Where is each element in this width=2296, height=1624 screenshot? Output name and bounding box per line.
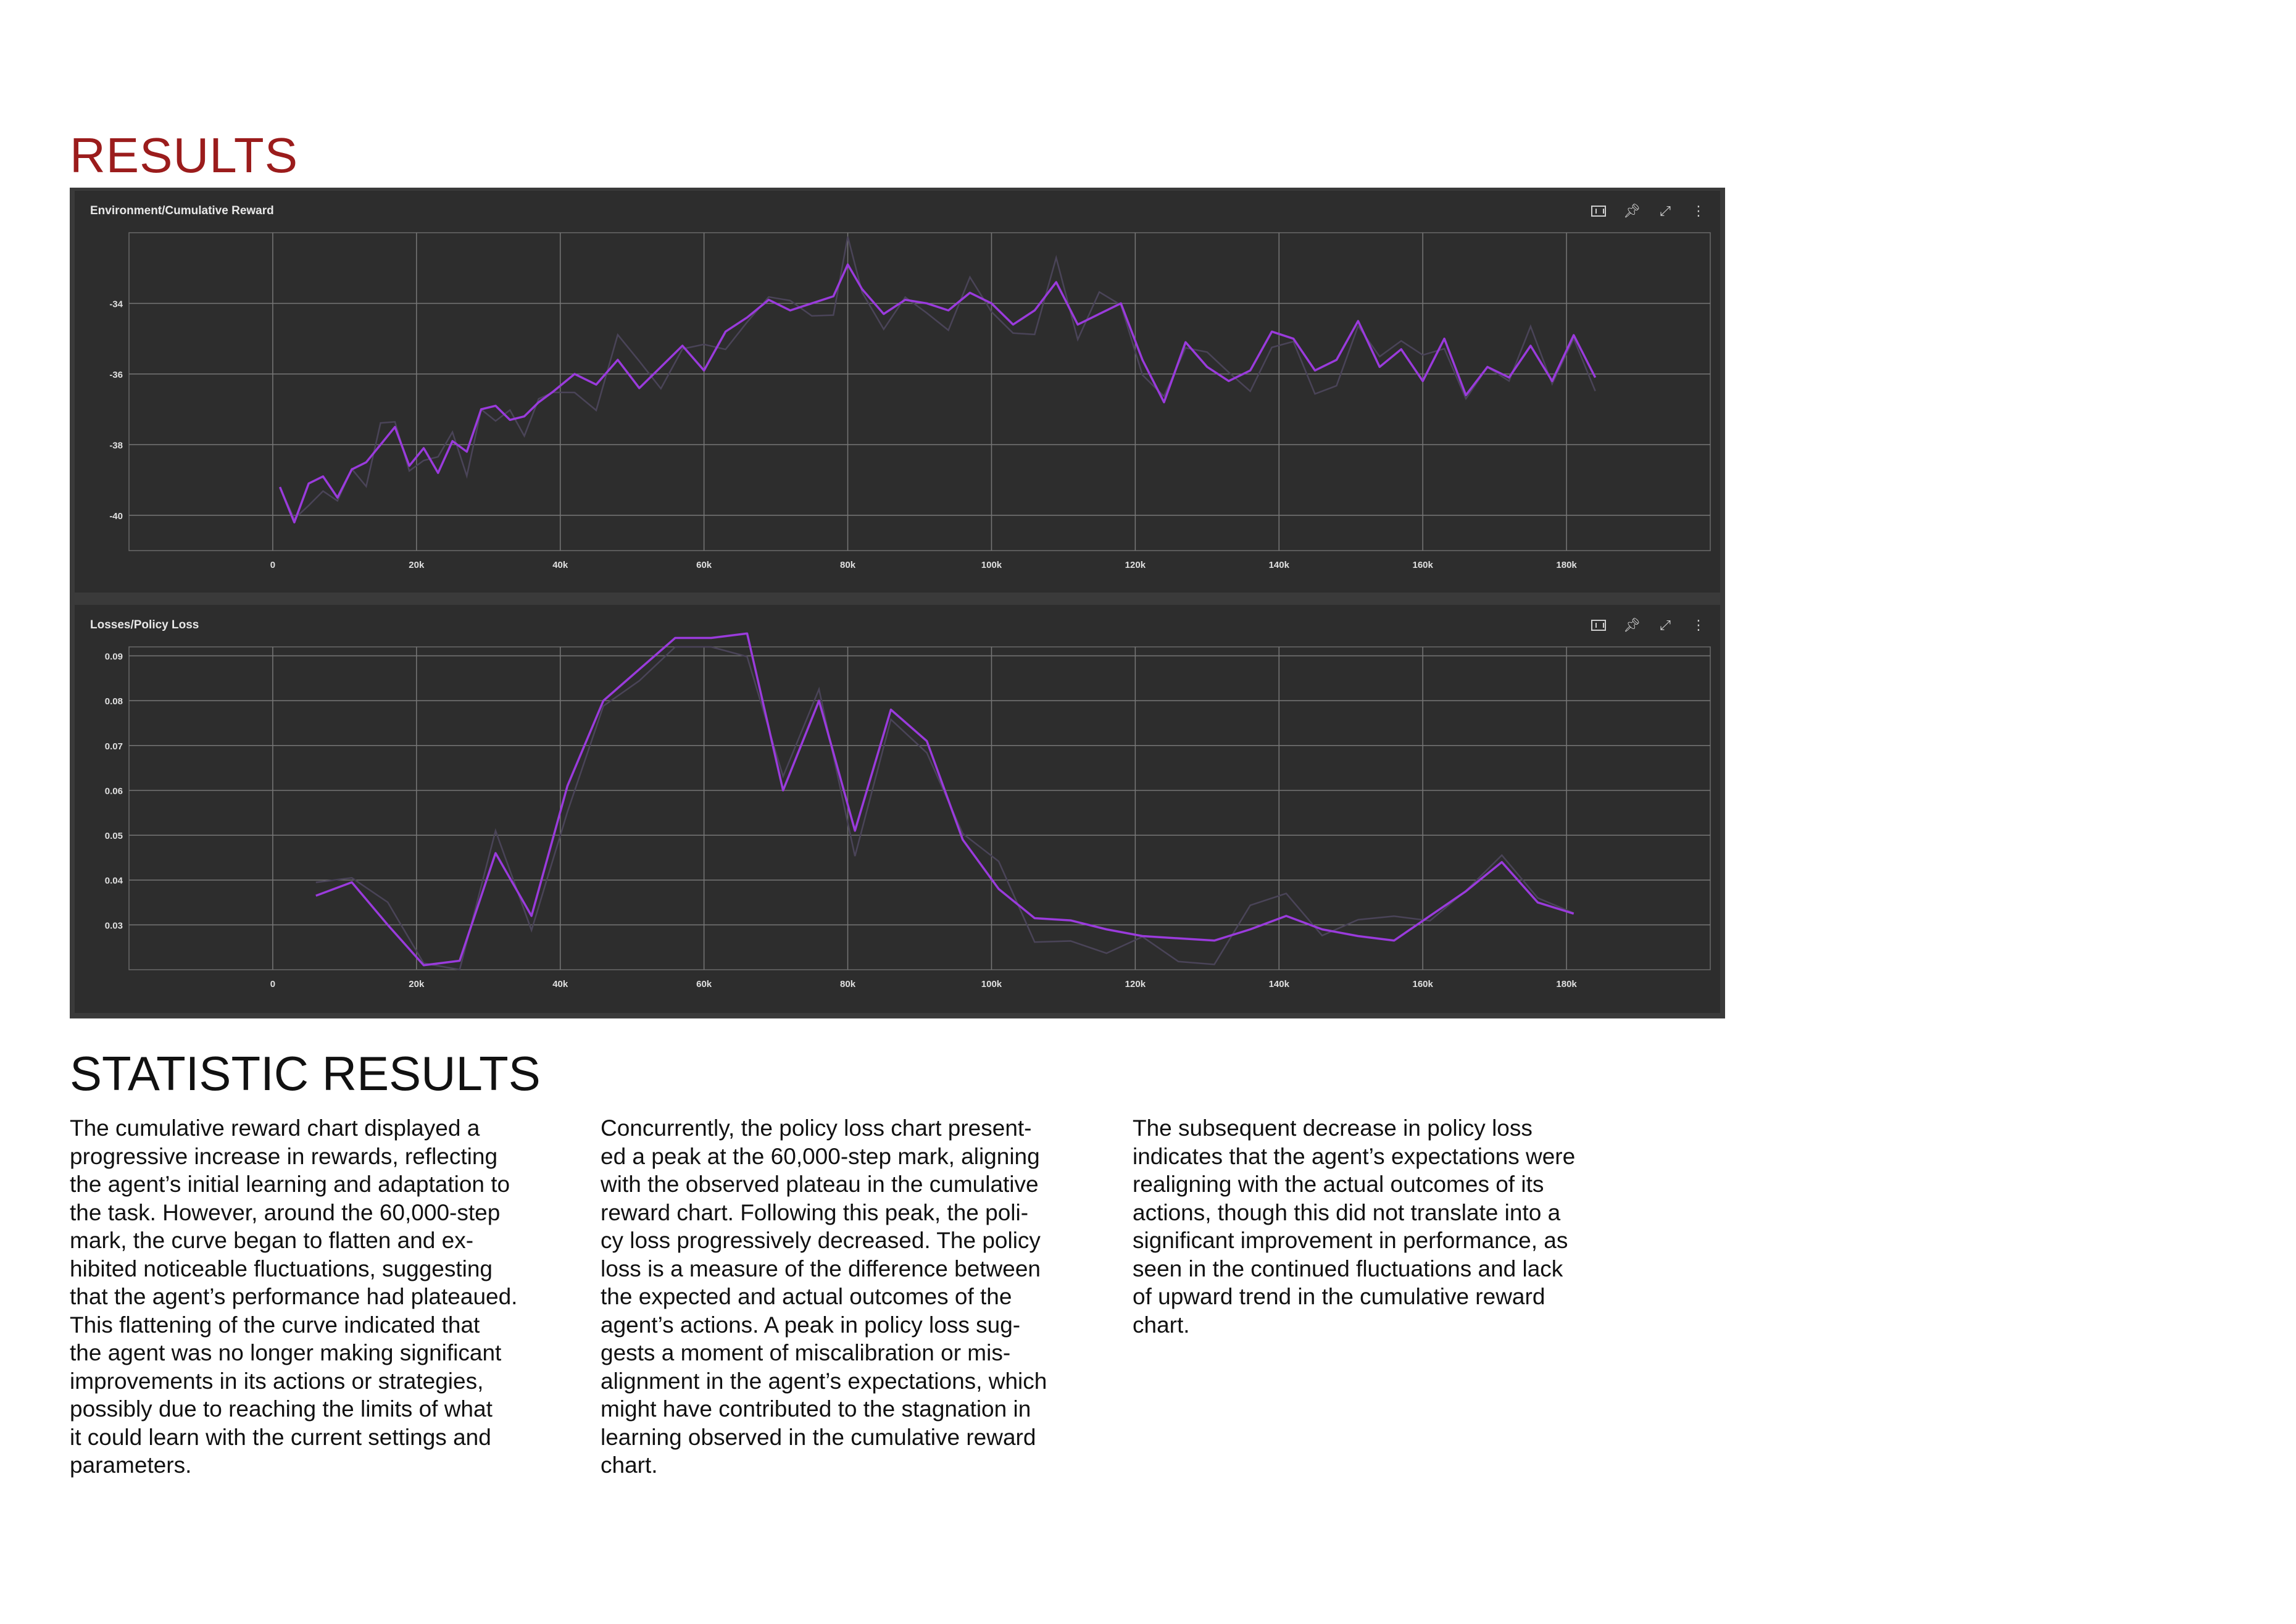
expand-icon[interactable]: ⤢ bbox=[1660, 203, 1671, 219]
x-tick-label: 160k bbox=[1412, 979, 1433, 989]
x-tick-label: 0 bbox=[270, 560, 275, 570]
y-tick-label: 0.04 bbox=[105, 876, 123, 886]
chart-title: Losses/Policy Loss bbox=[90, 618, 199, 631]
cumulative-reward-chart: -40 -38 -36 -34 0 20k 40k 60k 80k 100k 120k 140k 160… bbox=[109, 232, 1711, 570]
policy-loss-chart: 0.03 0.04 0.05 0.06 0.07 0.08 0.09 0 20k 40k 60k 80… bbox=[105, 632, 1711, 989]
dashboard-panel: Environment/Cumulative Reward 📌︎ ⤢ ⋮ -40… bbox=[70, 188, 1725, 1018]
x-tick-label: 60k bbox=[696, 979, 712, 989]
x-tick-label: 140k bbox=[1269, 979, 1290, 989]
chart-card-cumulative-reward: Environment/Cumulative Reward 📌︎ ⤢ ⋮ -40… bbox=[75, 191, 1720, 593]
x-tick-label: 100k bbox=[981, 560, 1002, 570]
x-tick-label: 20k bbox=[409, 979, 425, 989]
x-tick-label: 180k bbox=[1556, 979, 1577, 989]
expand-icon[interactable]: ⤢ bbox=[1660, 617, 1671, 633]
x-tick-label: 120k bbox=[1125, 979, 1146, 989]
paragraph-2: Concurrently, the policy loss chart pres… bbox=[601, 1115, 1047, 1478]
y-tick-label: -36 bbox=[109, 370, 123, 380]
plot-frame bbox=[128, 232, 1711, 551]
paragraph-3: The subsequent decrease in policy loss i… bbox=[1133, 1115, 1576, 1338]
chart-card-policy-loss: Losses/Policy Loss 📌︎ ⤢ ⋮ 0.03 0.04 0.05 0.… bbox=[75, 605, 1720, 1013]
x-tick-label: 40k bbox=[552, 979, 568, 989]
raw-series-line bbox=[315, 646, 1574, 971]
plot-frame bbox=[128, 646, 1711, 970]
y-tick-label: -40 bbox=[109, 511, 123, 522]
x-tick-label: 40k bbox=[552, 560, 568, 570]
fit-domain-icon[interactable] bbox=[1587, 202, 1610, 220]
raw-series-line bbox=[279, 236, 1596, 520]
y-tick-label: 0.09 bbox=[105, 652, 123, 662]
more-vertical-icon[interactable]: ⋮ bbox=[1692, 203, 1705, 219]
x-tick-label: 180k bbox=[1556, 560, 1577, 570]
x-tick-label: 0 bbox=[270, 979, 275, 989]
y-tick-label: 0.07 bbox=[105, 741, 123, 752]
more-vertical-icon[interactable]: ⋮ bbox=[1692, 617, 1705, 633]
x-tick-label: 80k bbox=[840, 979, 856, 989]
pin-icon[interactable]: 📌︎ bbox=[1623, 203, 1641, 219]
y-tick-label: -34 bbox=[109, 299, 123, 309]
results-heading: RESULTS bbox=[70, 128, 299, 183]
x-tick-label: 160k bbox=[1412, 560, 1433, 570]
chart-toolbar: 📌︎ ⤢ ⋮ bbox=[1587, 202, 1710, 220]
x-tick-label: 80k bbox=[840, 560, 856, 570]
paragraph-1: The cumulative reward chart displayed a … bbox=[70, 1115, 518, 1478]
x-tick-label: 60k bbox=[696, 560, 712, 570]
x-tick-label: 120k bbox=[1125, 560, 1146, 570]
y-tick-label: 0.08 bbox=[105, 696, 123, 707]
series-line bbox=[278, 263, 1597, 523]
y-tick-label: -38 bbox=[109, 440, 123, 451]
x-tick-label: 140k bbox=[1269, 560, 1290, 570]
y-tick-label: 0.03 bbox=[105, 920, 123, 931]
statistic-results-heading: STATISTIC RESULTS bbox=[70, 1046, 541, 1101]
y-tick-label: 0.06 bbox=[105, 786, 123, 796]
chart-toolbar: 📌︎ ⤢ ⋮ bbox=[1587, 616, 1710, 635]
fit-domain-icon[interactable] bbox=[1587, 616, 1610, 635]
chart-title: Environment/Cumulative Reward bbox=[90, 204, 274, 217]
y-tick-label: 0.05 bbox=[105, 831, 123, 841]
x-tick-label: 20k bbox=[409, 560, 425, 570]
x-tick-label: 100k bbox=[981, 979, 1002, 989]
series-line bbox=[315, 632, 1574, 967]
pin-icon[interactable]: 📌︎ bbox=[1623, 617, 1641, 633]
